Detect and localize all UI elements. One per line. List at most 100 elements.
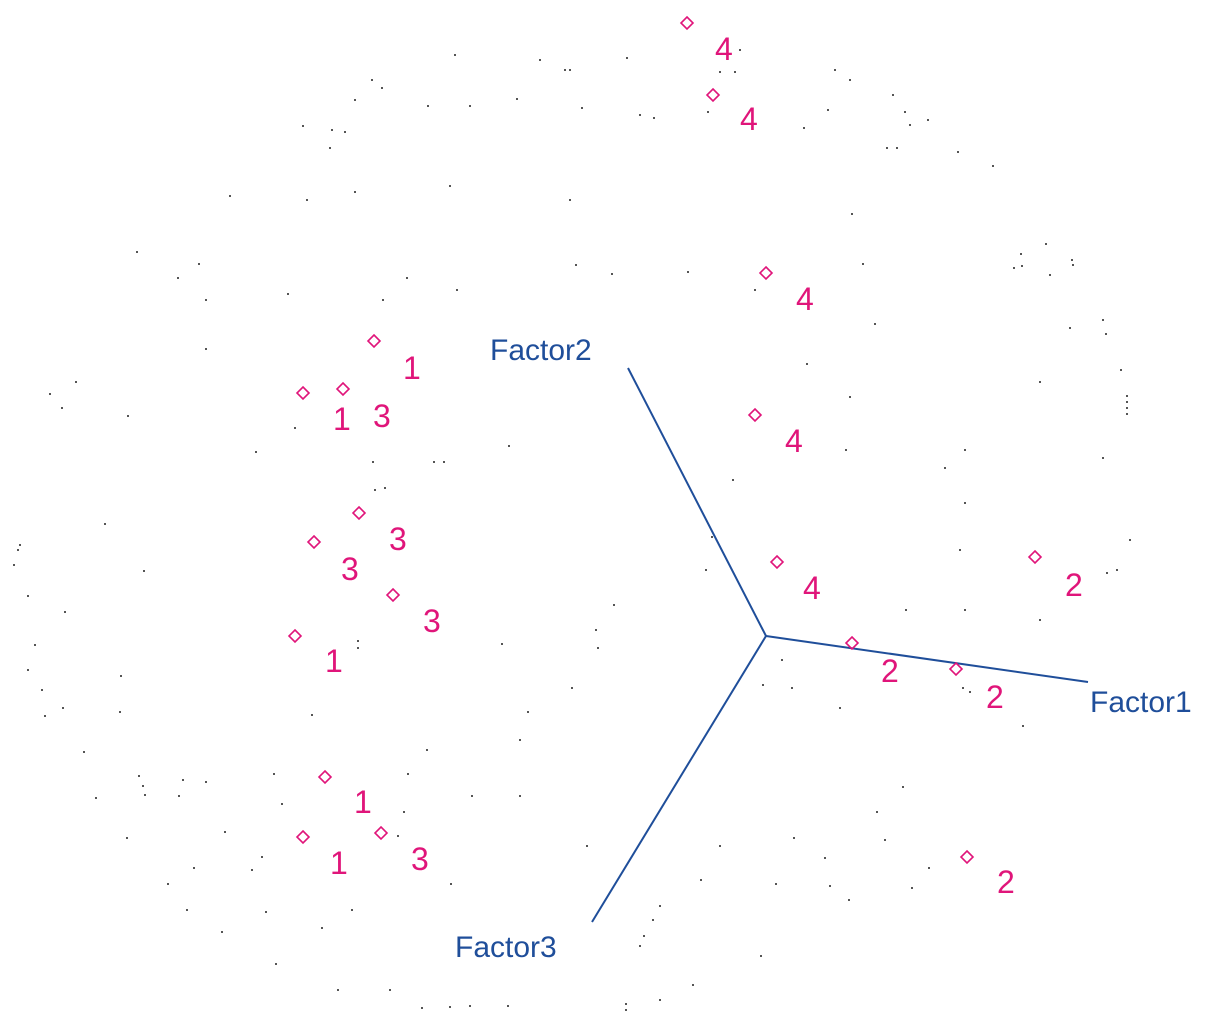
point-marker xyxy=(287,628,303,644)
dot xyxy=(421,1007,423,1009)
dot xyxy=(519,739,521,741)
dot xyxy=(49,393,51,395)
dot xyxy=(719,845,721,847)
dot xyxy=(806,363,808,365)
dot xyxy=(205,781,207,783)
dot xyxy=(905,609,907,611)
point-label: 3 xyxy=(341,551,359,587)
dot xyxy=(652,919,654,921)
point-label: 1 xyxy=(325,643,343,679)
dot xyxy=(827,109,829,111)
dot xyxy=(397,835,399,837)
dot xyxy=(224,831,226,833)
point-label: 4 xyxy=(785,423,803,459)
point-marker xyxy=(705,87,721,103)
point-marker xyxy=(948,661,964,677)
dot xyxy=(586,845,588,847)
dot xyxy=(928,867,930,869)
dot xyxy=(705,569,707,571)
dot xyxy=(406,277,408,279)
dot xyxy=(775,883,777,885)
dot xyxy=(127,415,129,417)
dot xyxy=(962,687,964,689)
dot xyxy=(734,71,736,73)
dot xyxy=(625,1003,627,1005)
dot xyxy=(944,467,946,469)
dot xyxy=(265,911,267,913)
dot xyxy=(564,69,566,71)
axis-label: Factor2 xyxy=(490,334,592,367)
axis-line xyxy=(765,635,1089,683)
dot xyxy=(255,451,257,453)
dot xyxy=(611,273,613,275)
dot xyxy=(95,797,97,799)
dot xyxy=(449,185,451,187)
dot xyxy=(221,931,223,933)
point-marker xyxy=(306,534,322,550)
background-points xyxy=(13,49,1131,1011)
dot xyxy=(707,111,709,113)
dot xyxy=(17,549,19,551)
dot xyxy=(351,909,353,911)
point-marker xyxy=(366,333,382,349)
dot xyxy=(427,105,429,107)
dot xyxy=(1126,401,1128,403)
point-label: 2 xyxy=(1065,567,1083,603)
dot xyxy=(403,811,405,813)
dot xyxy=(527,711,529,713)
dot xyxy=(27,669,29,671)
point-marker xyxy=(335,381,351,397)
dot xyxy=(829,885,831,887)
dot xyxy=(791,687,793,689)
dot xyxy=(384,487,386,489)
dot xyxy=(1126,407,1128,409)
dot xyxy=(1045,243,1047,245)
dot xyxy=(1105,333,1107,335)
dot xyxy=(845,449,847,451)
dot xyxy=(331,129,333,131)
dot xyxy=(959,549,961,551)
dot xyxy=(75,381,77,383)
dot xyxy=(849,79,851,81)
dot xyxy=(732,479,734,481)
dot xyxy=(371,79,373,81)
dot xyxy=(964,502,966,504)
dot xyxy=(1039,619,1041,621)
dot xyxy=(849,396,851,398)
point-label: 3 xyxy=(389,521,407,557)
dot xyxy=(205,348,207,350)
point-label: 1 xyxy=(330,845,348,881)
point-label: 1 xyxy=(333,401,351,437)
dot xyxy=(739,49,741,51)
dot xyxy=(294,427,296,429)
dot xyxy=(407,773,409,775)
dot xyxy=(1102,457,1104,459)
dot xyxy=(687,271,689,273)
point-marker xyxy=(959,849,975,865)
dot xyxy=(178,795,180,797)
dot xyxy=(639,945,641,947)
dot xyxy=(1020,253,1022,255)
point-label: 3 xyxy=(411,841,429,877)
dot xyxy=(357,647,359,649)
dot xyxy=(754,289,756,291)
point-marker xyxy=(385,587,401,603)
point-label: 2 xyxy=(881,653,899,689)
dot xyxy=(760,955,762,957)
dot xyxy=(142,785,144,787)
dot xyxy=(306,199,308,201)
point-marker xyxy=(747,407,763,423)
dot xyxy=(927,119,929,121)
dot xyxy=(516,98,518,100)
dot xyxy=(337,989,339,991)
dot xyxy=(104,523,106,525)
dot xyxy=(167,883,169,885)
dot xyxy=(1129,539,1131,541)
dot xyxy=(34,644,36,646)
dot xyxy=(569,199,571,201)
dot xyxy=(136,251,138,253)
dot xyxy=(1071,259,1073,261)
dot xyxy=(904,111,906,113)
dot xyxy=(1022,725,1024,727)
